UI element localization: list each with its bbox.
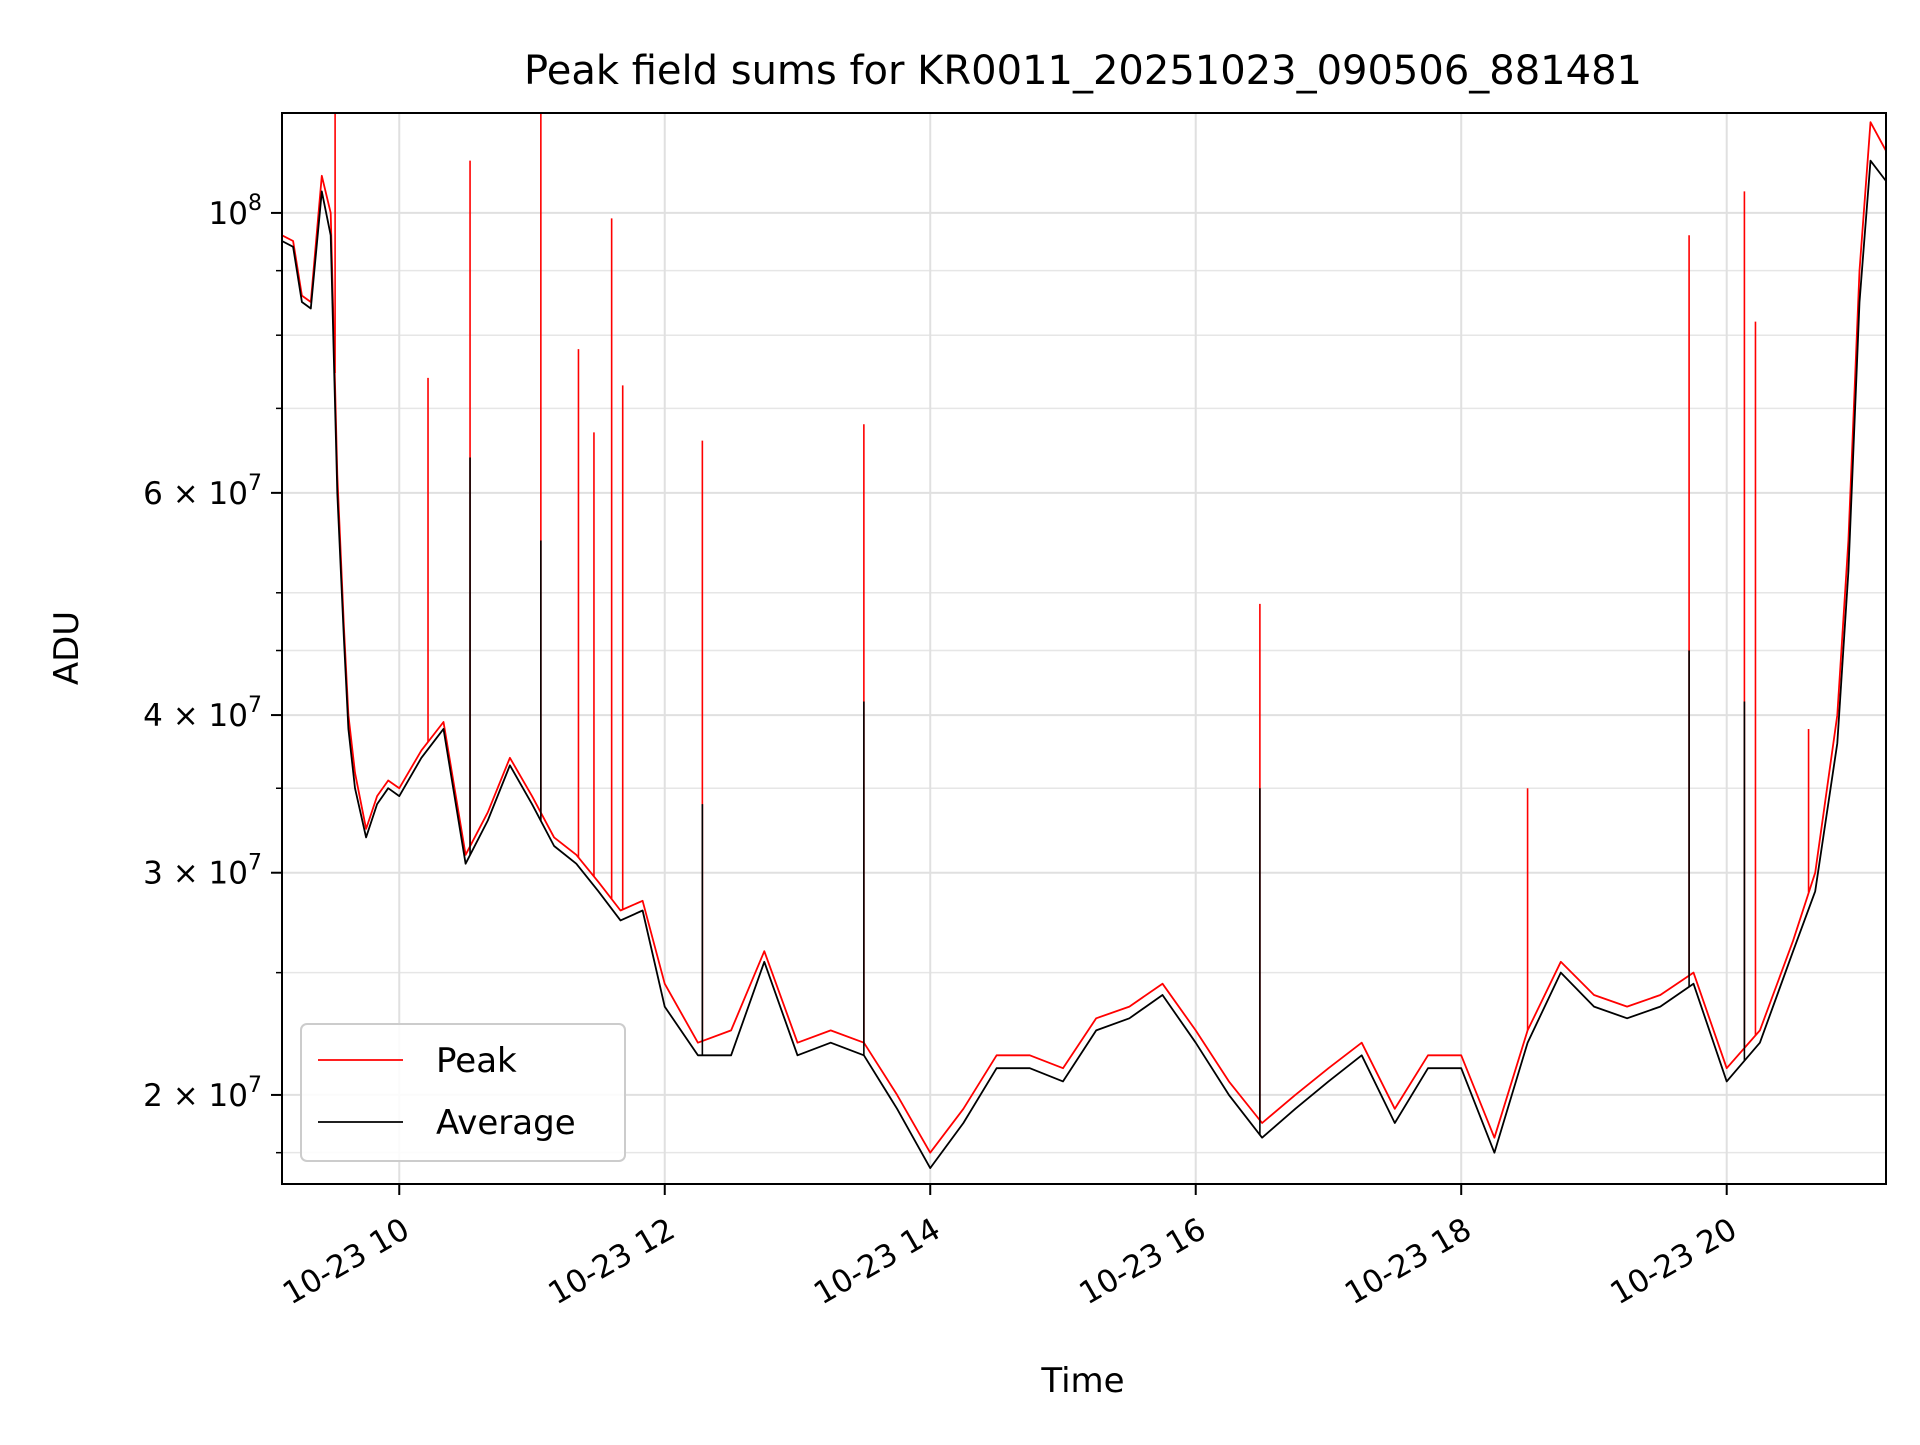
y-tick-label: 108 xyxy=(209,191,262,232)
legend: Peak Average xyxy=(300,1023,626,1162)
series-line-peak xyxy=(281,121,1887,1154)
series-layer xyxy=(281,113,1887,1169)
x-axis: 10-23 10 10-23 12 10-23 14 10-23 16 10-23 18… xyxy=(277,1184,1743,1312)
plot-frame xyxy=(281,112,1887,1185)
x-axis-label: Time xyxy=(1040,1361,1124,1401)
grid-lines xyxy=(282,113,1886,1184)
x-tick-label: 10-23 18 xyxy=(1339,1211,1478,1312)
series-line-average xyxy=(281,159,1887,1169)
x-tick-label: 10-23 14 xyxy=(808,1211,947,1312)
y-tick-label: 3 × 107 xyxy=(143,851,262,892)
legend-label-average: Average xyxy=(436,1103,576,1143)
legend-box xyxy=(300,1023,626,1162)
y-tick-label: 4 × 107 xyxy=(143,693,262,734)
y-axis: 2 × 107 3 × 107 4 × 107 6 × 107 108 xyxy=(143,191,282,1154)
x-tick-label: 10-23 20 xyxy=(1604,1211,1743,1312)
x-tick-label: 10-23 10 xyxy=(277,1211,416,1312)
legend-label-peak: Peak xyxy=(436,1041,517,1081)
y-axis-label: ADU xyxy=(47,611,87,685)
x-tick-label: 10-23 16 xyxy=(1073,1211,1212,1312)
y-tick-label: 6 × 107 xyxy=(143,471,262,512)
chart-title: Peak field sums for KR0011_20251023_0905… xyxy=(524,48,1642,94)
y-tick-label: 2 × 107 xyxy=(143,1073,262,1114)
x-tick-label: 10-23 12 xyxy=(542,1211,681,1312)
